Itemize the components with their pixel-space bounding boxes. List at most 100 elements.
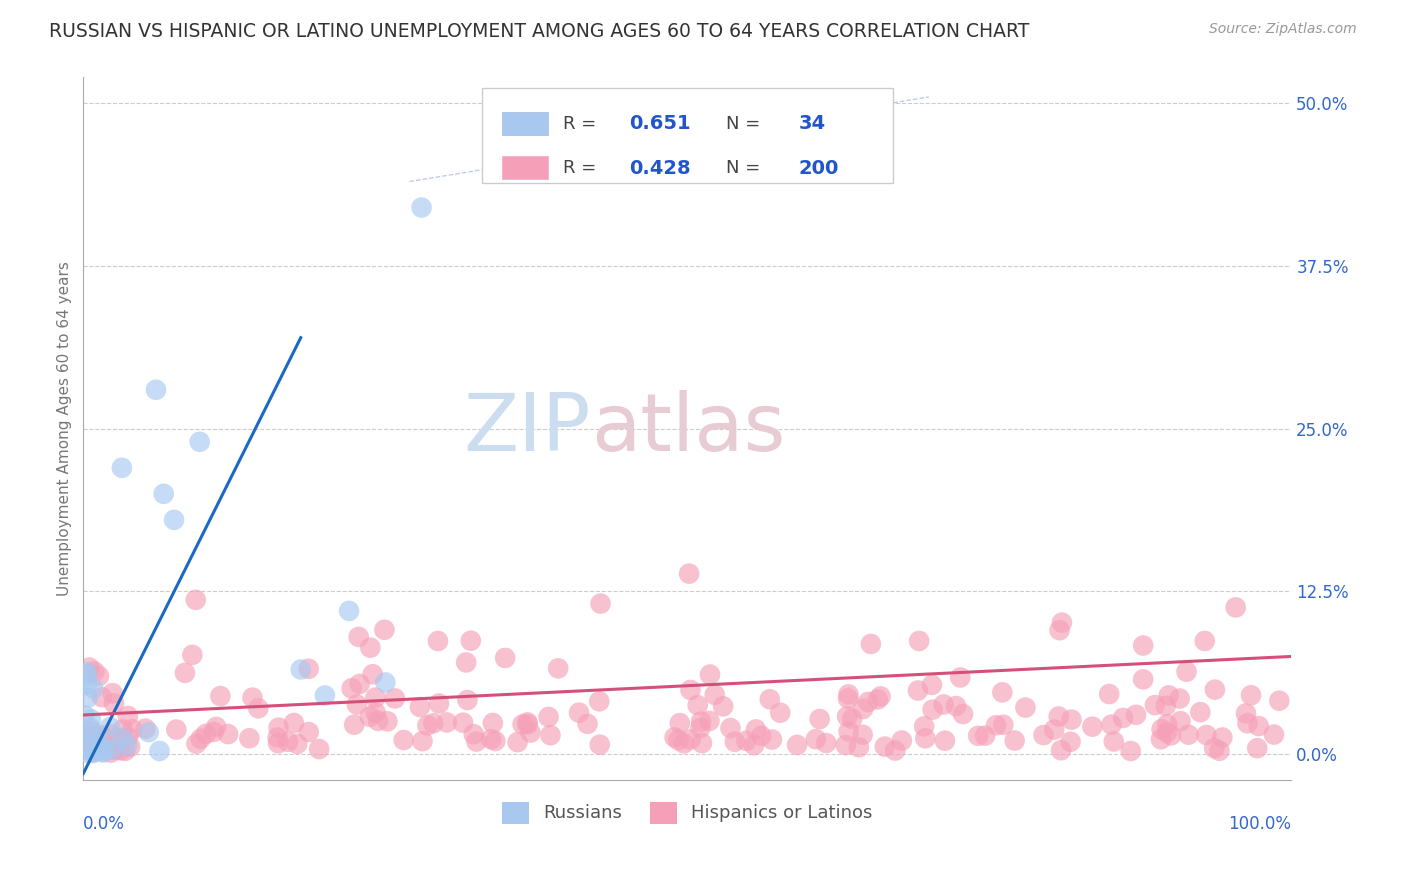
Point [427, 697, 450, 711]
Point [852, 728, 875, 742]
Point [367, 714, 389, 728]
Point [837, 691, 859, 706]
Point [482, 716, 505, 731]
Point [1101, 717, 1123, 731]
Point [1102, 734, 1125, 748]
Point [384, 691, 406, 706]
Point [77, 746, 100, 760]
Point [1246, 741, 1268, 756]
Point [1168, 691, 1191, 706]
Point [283, 716, 305, 731]
Point [148, 744, 170, 758]
Text: 100.0%: 100.0% [1229, 815, 1291, 833]
Point [711, 699, 734, 714]
Point [547, 661, 569, 675]
Point [576, 716, 599, 731]
Point [890, 733, 912, 747]
Point [1177, 728, 1199, 742]
Point [242, 690, 264, 705]
Point [364, 690, 387, 705]
Point [298, 725, 321, 739]
Text: N =: N = [725, 115, 766, 133]
FancyBboxPatch shape [502, 156, 548, 179]
Point [506, 735, 529, 749]
Point [1014, 700, 1036, 714]
Point [1204, 741, 1226, 756]
Point [1060, 713, 1083, 727]
Point [837, 709, 859, 723]
Point [848, 740, 870, 755]
Text: 200: 200 [799, 159, 839, 178]
Point [181, 648, 204, 662]
Point [174, 665, 197, 680]
Y-axis label: Unemployment Among Ages 60 to 64 years: Unemployment Among Ages 60 to 64 years [58, 261, 72, 596]
Text: RUSSIAN VS HISPANIC OR LATINO UNEMPLOYMENT AMONG AGES 60 TO 64 YEARS CORRELATION: RUSSIAN VS HISPANIC OR LATINO UNEMPLOYME… [49, 22, 1029, 41]
Point [720, 721, 742, 735]
Point [1132, 639, 1154, 653]
Point [1208, 744, 1230, 758]
Point [852, 702, 875, 716]
Point [188, 434, 211, 449]
Point [1081, 720, 1104, 734]
Point [866, 692, 889, 706]
Point [82, 745, 104, 759]
Point [121, 723, 143, 737]
Point [735, 733, 758, 747]
Point [856, 695, 879, 709]
Point [98, 727, 121, 741]
Point [101, 742, 124, 756]
Point [377, 714, 399, 729]
FancyBboxPatch shape [482, 88, 893, 183]
Point [519, 725, 541, 739]
Point [921, 678, 943, 692]
Point [1119, 744, 1142, 758]
Point [1234, 706, 1257, 721]
Text: R =: R = [562, 159, 602, 178]
Text: R =: R = [562, 115, 602, 133]
Point [267, 736, 290, 750]
Point [163, 513, 186, 527]
Point [1268, 694, 1291, 708]
Point [115, 739, 138, 753]
Point [1157, 689, 1180, 703]
Point [742, 738, 765, 752]
Point [1160, 728, 1182, 742]
Text: 0.0%: 0.0% [83, 815, 125, 833]
Point [110, 743, 132, 757]
Point [465, 734, 488, 748]
Point [672, 736, 695, 750]
Point [484, 734, 506, 748]
Point [117, 709, 139, 723]
Point [859, 637, 882, 651]
Point [91, 690, 114, 705]
Point [749, 729, 772, 743]
Point [804, 732, 827, 747]
Point [1154, 698, 1177, 713]
Point [1112, 711, 1135, 725]
Point [101, 686, 124, 700]
Legend: Russians, Hispanics or Latinos: Russians, Hispanics or Latinos [495, 794, 880, 830]
Point [952, 707, 974, 722]
Point [100, 746, 122, 760]
Point [1225, 600, 1247, 615]
Point [945, 699, 967, 714]
Point [314, 689, 336, 703]
Point [134, 722, 156, 736]
Point [1004, 733, 1026, 747]
Point [835, 738, 858, 752]
Point [343, 717, 366, 731]
Point [93, 742, 115, 756]
Point [190, 731, 212, 746]
Point [1059, 735, 1081, 749]
Point [111, 460, 134, 475]
Point [1156, 717, 1178, 731]
Point [967, 729, 990, 743]
Point [456, 693, 478, 707]
Point [98, 720, 121, 734]
Point [297, 662, 319, 676]
Point [837, 687, 859, 701]
Point [974, 729, 997, 743]
Point [374, 675, 396, 690]
Point [238, 731, 260, 746]
Point [1050, 615, 1073, 630]
